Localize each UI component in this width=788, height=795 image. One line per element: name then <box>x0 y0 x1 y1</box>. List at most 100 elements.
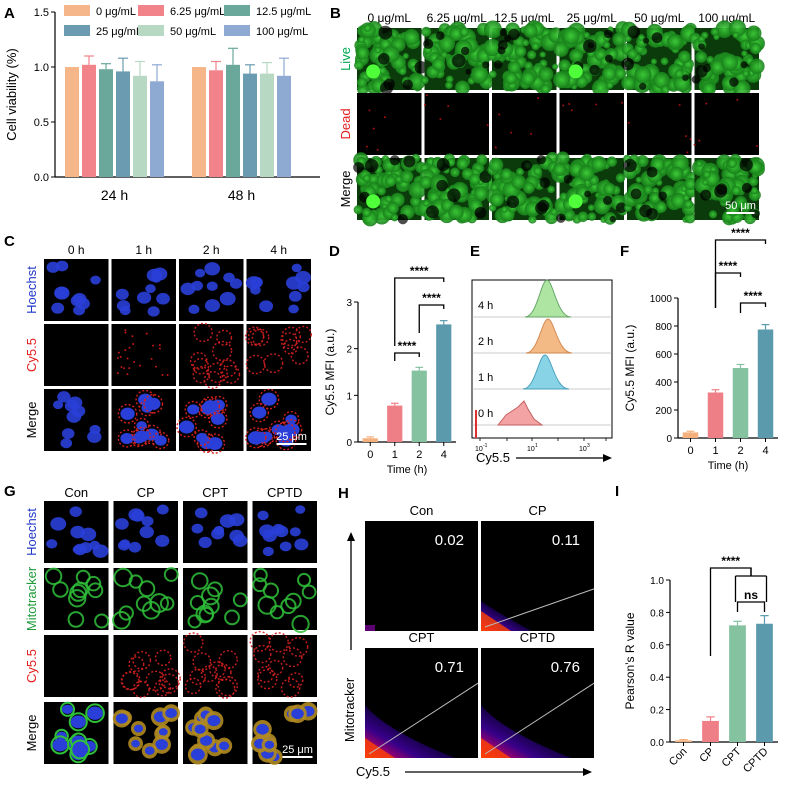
cell <box>750 186 758 195</box>
histogram-label: 2 h <box>478 336 493 348</box>
dead-cell <box>678 104 681 107</box>
nucleus <box>288 290 302 302</box>
cy55-signal <box>128 656 145 673</box>
column-label: 0 μg/mL <box>367 11 411 25</box>
bar <box>99 69 113 177</box>
x-tick-label: 2 <box>737 445 743 457</box>
micrograph-tile <box>112 567 179 630</box>
cy55-dot <box>150 357 153 360</box>
row-label: Dead <box>338 108 353 139</box>
chart-a: 0.0 0.5 1.0 1.5 Cell viability (%) 24 h 48 h 0 … <box>4 5 320 203</box>
cell <box>398 67 407 76</box>
cell-gap <box>729 77 739 87</box>
cell-gap <box>482 61 490 69</box>
nucleus <box>277 425 293 439</box>
y-tick-label: 0.4 <box>650 673 664 684</box>
micrograph-tile <box>112 702 180 764</box>
nucleus <box>139 525 154 539</box>
dead-cell <box>685 135 688 138</box>
nucleus <box>178 420 195 434</box>
bar <box>65 67 79 177</box>
tile-background <box>694 93 759 155</box>
mitochondria <box>232 592 248 608</box>
cy55-dot <box>133 361 136 364</box>
dead-cell <box>486 124 489 127</box>
cy55-dot <box>161 373 164 376</box>
cy55-signal <box>290 346 309 365</box>
cell-gap <box>426 205 439 219</box>
micrograph-tile <box>183 501 248 563</box>
nucleus <box>154 435 167 446</box>
cell-gap <box>436 31 445 40</box>
bar <box>260 73 274 177</box>
cell <box>606 81 614 89</box>
mitochondria <box>224 609 240 626</box>
significance-bracket <box>736 601 766 612</box>
nucleus <box>155 739 168 750</box>
tile-background <box>492 93 557 155</box>
cell-gap <box>563 174 573 184</box>
chart-d: 0 1 2 3 Cy5.5 MFI (a.u.) 0 1 2 4 Time (h) **** ****… <box>323 264 456 476</box>
column-label: 0 h <box>68 243 85 257</box>
micrograph-tile <box>111 259 176 321</box>
column-label: 1 h <box>135 243 152 257</box>
cell <box>384 195 393 203</box>
dead-cell <box>376 148 379 151</box>
histogram-peak <box>496 400 544 426</box>
cy55-signal <box>132 680 150 699</box>
cy55-signal <box>184 677 202 695</box>
pearson-value: 0.02 <box>435 532 464 549</box>
cell-gap <box>623 158 637 173</box>
bar <box>387 405 403 442</box>
cy55-dot <box>138 364 141 367</box>
micrograph-tile <box>693 93 759 155</box>
cell-gap <box>604 54 613 63</box>
cy55-dot <box>124 331 127 334</box>
nucleus <box>245 276 262 290</box>
significance-bracket <box>418 304 445 333</box>
row-label: Live <box>338 47 353 71</box>
cell <box>592 79 610 97</box>
nucleus <box>252 406 267 419</box>
bar <box>277 75 291 177</box>
mitochondria <box>201 586 220 606</box>
cell <box>655 201 667 213</box>
mitochondria <box>280 597 297 615</box>
panel-label-g: G <box>4 483 16 500</box>
nucleus <box>115 288 129 300</box>
dead-cell <box>562 104 565 107</box>
cell <box>419 176 433 189</box>
micrograph-tile <box>622 154 698 224</box>
cell <box>355 46 370 60</box>
nucleus <box>291 708 304 720</box>
cell-gap <box>630 188 642 200</box>
cy55-signal <box>154 649 172 667</box>
bar <box>675 740 692 742</box>
cy55-dot <box>152 344 155 347</box>
cell <box>602 66 617 81</box>
cell <box>634 66 652 84</box>
nucleus <box>223 272 235 283</box>
bar <box>702 720 719 742</box>
micrograph-tile <box>627 93 692 155</box>
cell <box>627 48 638 60</box>
cell-gap <box>695 64 708 78</box>
pearson-value: 0.11 <box>552 532 580 549</box>
nucleus <box>158 728 168 736</box>
nucleus <box>131 739 140 748</box>
significance-label: **** <box>410 264 429 278</box>
mitochondria <box>135 595 153 612</box>
legend-swatch <box>224 25 250 36</box>
cy55-signal <box>133 417 150 434</box>
bar <box>362 438 378 442</box>
nucleus <box>72 292 87 305</box>
cell <box>540 84 551 94</box>
nucleus <box>89 424 101 435</box>
nucleus <box>247 431 264 445</box>
scatter-group-label: CPT <box>409 630 435 645</box>
x-tick-exponent: -1 <box>483 443 488 449</box>
x-tick-label: CP <box>697 746 716 765</box>
nucleus <box>70 525 86 539</box>
nucleus <box>229 513 245 527</box>
